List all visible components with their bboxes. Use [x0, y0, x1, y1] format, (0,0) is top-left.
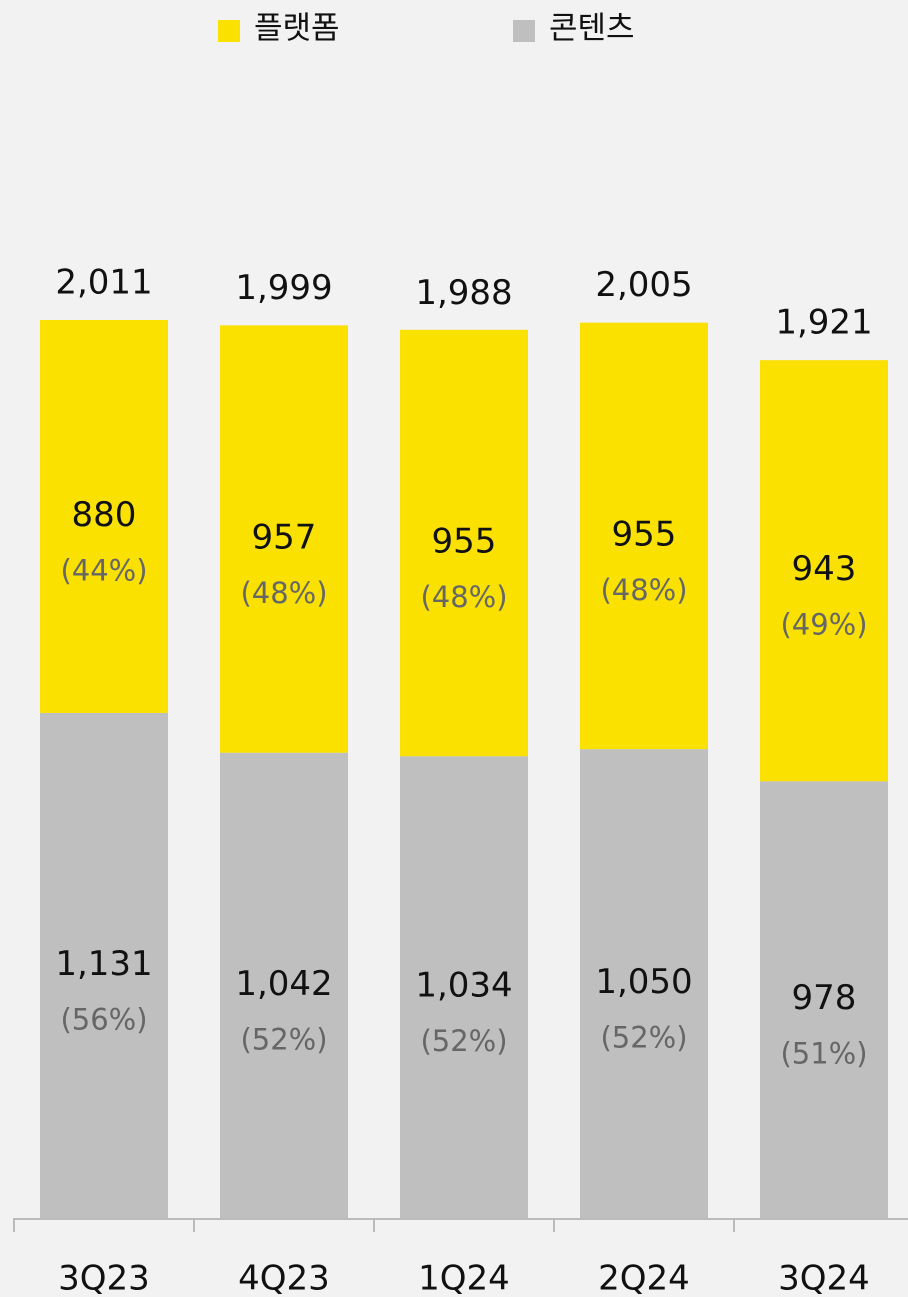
- total-label: 2,011: [55, 263, 152, 303]
- x-tick-label: 3Q23: [58, 1259, 150, 1297]
- value-label: 978: [792, 978, 857, 1018]
- value-label: 957: [252, 518, 317, 558]
- legend-label: 플랫폼: [254, 11, 340, 47]
- bar-segment: [220, 752, 348, 1218]
- legend-swatch: [513, 20, 535, 42]
- value-label: 1,042: [235, 964, 332, 1004]
- legend-label: 콘텐츠: [549, 11, 635, 47]
- share-label: (48%): [420, 580, 507, 614]
- share-label: (48%): [240, 576, 327, 610]
- bar-segment: [580, 749, 708, 1218]
- legend-swatch: [218, 20, 240, 42]
- bar-segment: [760, 360, 888, 782]
- bar-segment: [40, 712, 168, 1218]
- value-label: 955: [612, 514, 677, 554]
- total-label: 1,988: [415, 273, 512, 313]
- share-label: (44%): [60, 553, 147, 587]
- bar-segment: [400, 756, 528, 1218]
- total-label: 1,921: [775, 303, 872, 343]
- bar-segment: [400, 329, 528, 757]
- share-label: (49%): [780, 608, 867, 642]
- value-label: 1,034: [415, 966, 512, 1006]
- value-label: 955: [432, 522, 497, 562]
- bar-segment: [220, 325, 348, 753]
- share-label: (52%): [420, 1024, 507, 1058]
- bar-segment: [40, 320, 168, 713]
- bar-segment: [580, 322, 708, 750]
- value-label: 1,050: [595, 962, 692, 1002]
- share-label: (51%): [780, 1037, 867, 1071]
- x-tick-label: 1Q24: [418, 1259, 510, 1297]
- value-label: 1,131: [55, 944, 152, 984]
- value-label: 880: [72, 495, 137, 535]
- total-label: 2,005: [595, 265, 692, 305]
- value-label: 943: [792, 549, 857, 589]
- x-tick-label: 2Q24: [598, 1259, 690, 1297]
- total-label: 1,999: [235, 268, 332, 308]
- share-label: (52%): [240, 1022, 327, 1056]
- share-label: (52%): [600, 1021, 687, 1055]
- bar-segment: [760, 781, 888, 1218]
- share-label: (56%): [60, 1002, 147, 1036]
- x-tick-label: 4Q23: [238, 1259, 330, 1297]
- share-label: (48%): [600, 573, 687, 607]
- x-tick-label: 3Q24: [778, 1259, 870, 1297]
